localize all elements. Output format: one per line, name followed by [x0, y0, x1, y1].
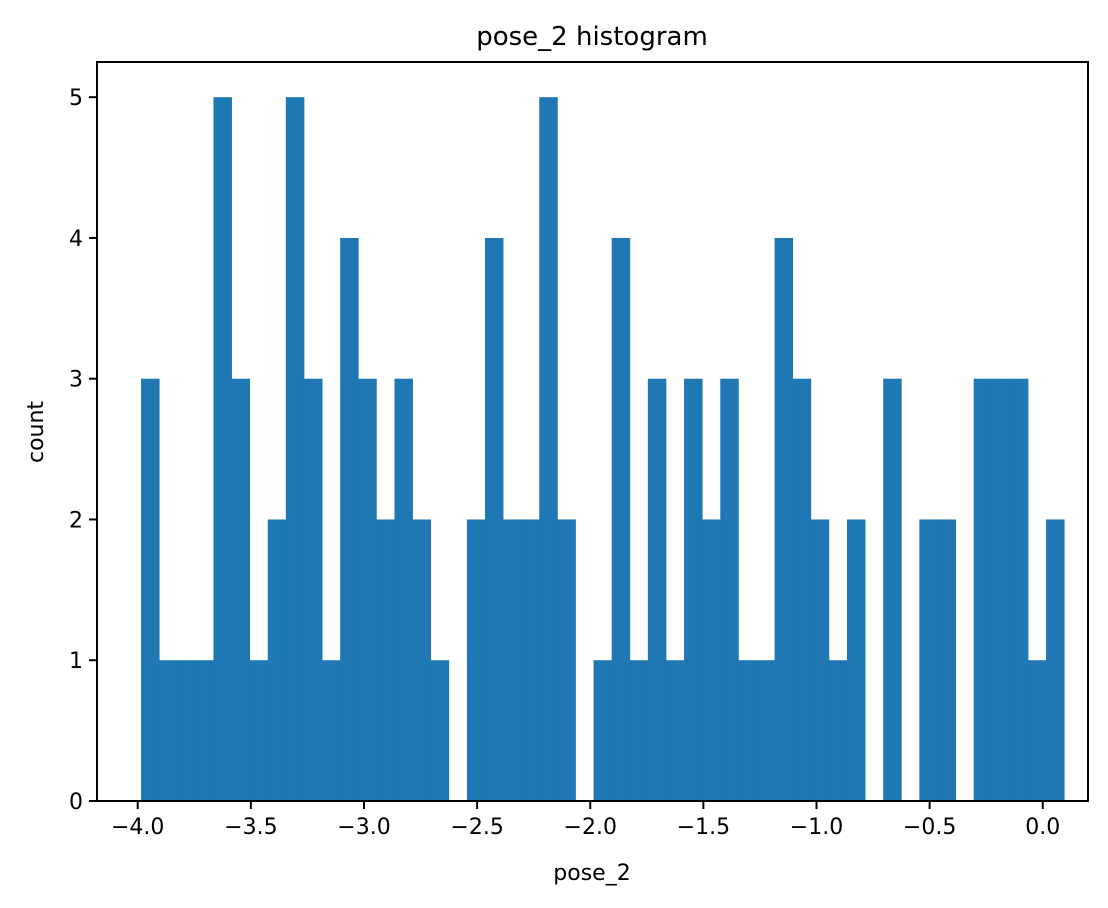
histogram-bar [828, 660, 848, 801]
chart-title: pose_2 histogram [476, 22, 708, 52]
y-tick-label: 1 [69, 649, 83, 674]
histogram-bar [539, 97, 558, 801]
histogram-bar [285, 97, 305, 801]
histogram-bar [883, 378, 902, 801]
histogram-bar [611, 237, 631, 801]
histogram-bar [322, 660, 341, 801]
x-tick-label: −0.5 [903, 815, 956, 840]
bars-group [141, 97, 1065, 801]
histogram-bar [231, 378, 251, 801]
histogram-bar [1027, 660, 1047, 801]
histogram-bar [1009, 378, 1029, 801]
histogram-bar [774, 237, 794, 801]
histogram-bar [430, 660, 450, 801]
histogram-bar [665, 660, 685, 801]
histogram-bar [792, 378, 812, 801]
y-tick-label: 4 [69, 227, 83, 252]
histogram-bar [647, 378, 667, 801]
histogram-bar [141, 378, 160, 801]
histogram-bar [973, 378, 993, 801]
histogram-bar [593, 660, 613, 801]
histogram-bar [1046, 519, 1065, 801]
histogram-bar [521, 519, 540, 801]
histogram-bar [376, 519, 395, 801]
x-tick-label: −2.5 [450, 815, 503, 840]
histogram-bar [557, 519, 576, 801]
histogram-bar [720, 378, 739, 801]
histogram-bar [684, 378, 703, 801]
x-tick-label: −3.0 [337, 815, 390, 840]
histogram-bar [846, 519, 866, 801]
x-axis-label: pose_2 [553, 861, 630, 886]
y-tick-label: 0 [69, 790, 83, 815]
x-tick-label: −2.0 [564, 815, 617, 840]
histogram-bar [810, 519, 830, 801]
histogram-bar [991, 378, 1011, 801]
histogram-bar [629, 660, 649, 801]
histogram-bar [177, 660, 196, 801]
y-axis-ticks: 0 1 2 3 4 5 [69, 86, 97, 815]
histogram-bar [303, 378, 323, 801]
histogram-bar [503, 519, 522, 801]
histogram-bar [756, 660, 775, 801]
y-tick-label: 2 [69, 508, 83, 533]
histogram-bar [213, 97, 232, 801]
histogram-bar [919, 519, 938, 801]
histogram-bar [159, 660, 178, 801]
histogram-bar [702, 519, 721, 801]
histogram-bar [267, 519, 287, 801]
plot-frame [96, 61, 1089, 802]
histogram-bar [394, 378, 413, 801]
x-tick-label: −3.5 [224, 815, 277, 840]
histogram-bar [358, 378, 377, 801]
histogram-bar [412, 519, 432, 801]
x-tick-label: 0.0 [1025, 815, 1060, 840]
histogram-bar [484, 237, 504, 801]
y-axis-label: count [24, 401, 49, 463]
histogram-bar [340, 237, 359, 801]
histogram-bar [195, 660, 214, 801]
histogram-bar [466, 519, 486, 801]
histogram-bar [937, 519, 956, 801]
histogram-bar [249, 660, 269, 801]
x-tick-label: −1.0 [790, 815, 843, 840]
histogram-bar [738, 660, 757, 801]
y-tick-label: 3 [69, 368, 83, 393]
y-tick-label: 5 [69, 86, 83, 111]
x-tick-label: −1.5 [677, 815, 730, 840]
x-tick-label: −4.0 [111, 815, 164, 840]
x-axis-ticks: −4.0 −3.5 −3.0 −2.5 −2.0 −1.5 −1.0 −0.5 0.0 [111, 801, 1060, 840]
